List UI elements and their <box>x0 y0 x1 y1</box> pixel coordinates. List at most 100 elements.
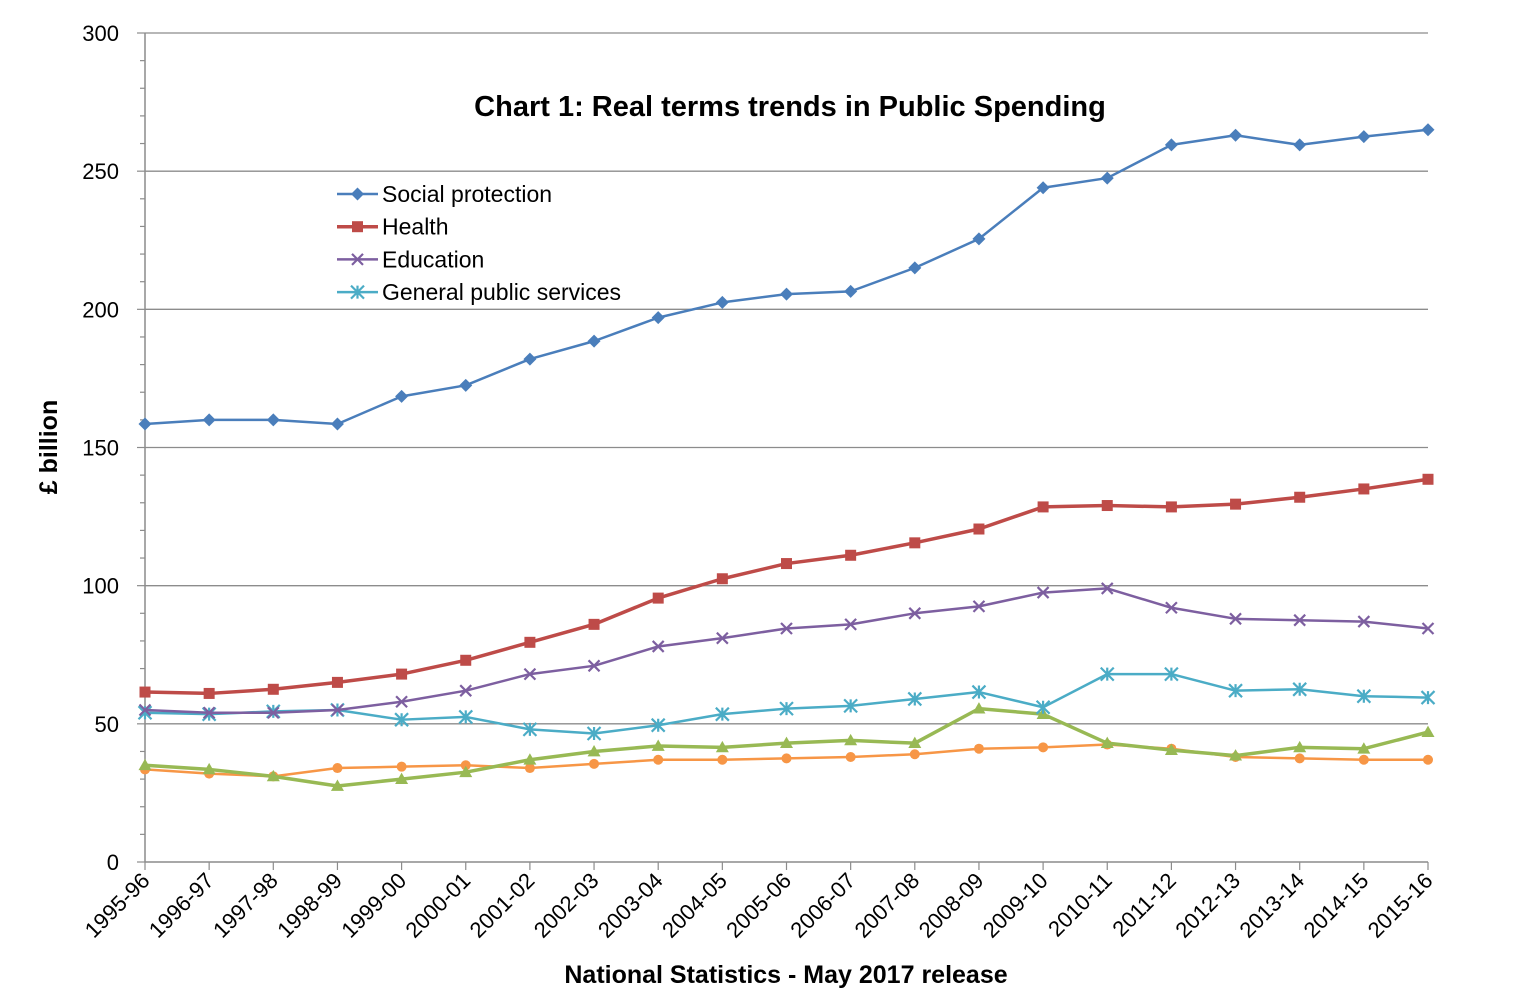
y-tick-label: 300 <box>82 21 119 46</box>
legend-item: General public services <box>337 279 621 305</box>
data-point <box>1229 128 1243 142</box>
data-point <box>908 261 922 275</box>
data-point <box>202 706 216 720</box>
data-point <box>972 702 986 714</box>
legend-item: Social protection <box>337 181 552 207</box>
data-point <box>1036 181 1050 195</box>
y-tick-label: 0 <box>107 850 119 875</box>
y-tick-label: 50 <box>95 712 119 737</box>
data-point <box>524 763 535 774</box>
data-point <box>716 573 728 585</box>
data-point <box>1294 753 1305 764</box>
data-point <box>1294 491 1306 503</box>
data-point <box>781 558 792 570</box>
data-point <box>781 753 792 764</box>
data-point <box>396 761 407 772</box>
x-tick-label: 1995-96 <box>80 868 155 943</box>
data-point <box>1164 138 1178 152</box>
data-point <box>1035 699 1051 715</box>
data-point <box>1356 688 1372 704</box>
data-point <box>1421 123 1435 137</box>
data-point <box>266 769 280 782</box>
series-social-protection <box>138 123 1435 431</box>
data-point <box>716 631 729 645</box>
data-point <box>1229 612 1242 626</box>
x-tick-label: 2013-14 <box>1234 868 1309 943</box>
x-tick-label: 2015-16 <box>1363 868 1438 943</box>
x-tick-label: 1998-99 <box>272 868 347 943</box>
data-point <box>909 537 921 549</box>
data-point <box>1101 500 1113 512</box>
data-point <box>394 712 409 727</box>
data-point <box>138 758 152 771</box>
data-point <box>971 684 987 700</box>
data-point <box>332 763 343 774</box>
data-point <box>330 779 344 791</box>
data-point <box>587 744 601 757</box>
data-point <box>589 758 600 769</box>
data-point <box>1293 613 1306 627</box>
data-point <box>202 762 216 775</box>
data-point <box>524 636 536 648</box>
data-point <box>330 417 344 431</box>
data-point <box>460 654 472 666</box>
data-point <box>780 622 793 635</box>
data-point <box>396 668 408 680</box>
legend-marker <box>350 284 365 300</box>
data-point <box>1357 742 1371 754</box>
x-tick-label: 2012-13 <box>1170 868 1245 943</box>
data-point <box>1037 501 1049 513</box>
x-tick-label: 2011-12 <box>1107 868 1181 942</box>
data-point <box>138 703 152 717</box>
data-point <box>586 726 602 741</box>
series-health <box>139 473 1434 699</box>
x-tick-label: 2010-11 <box>1043 868 1117 942</box>
data-point <box>267 683 279 695</box>
data-point <box>1036 586 1050 599</box>
series-layer <box>137 123 1436 791</box>
legend-marker <box>351 253 364 266</box>
data-point <box>1099 666 1115 682</box>
x-tick-label: 1996-97 <box>144 868 219 943</box>
data-point <box>845 751 856 762</box>
data-point <box>651 640 665 653</box>
x-tick-label: 2000-01 <box>401 868 476 943</box>
data-point <box>523 352 537 366</box>
x-tick-label: 2007-08 <box>850 868 925 943</box>
axes <box>137 32 1429 870</box>
x-axis-tick-labels: 1995-961996-971997-981998-991999-002000-… <box>80 868 1438 943</box>
data-point <box>652 592 664 604</box>
data-point <box>587 659 601 673</box>
data-point <box>522 722 538 737</box>
chart-title: Chart 1: Real terms trends in Public Spe… <box>474 91 1106 123</box>
data-point <box>138 417 152 431</box>
data-point <box>909 749 920 760</box>
data-point <box>908 736 922 749</box>
data-point <box>973 743 984 754</box>
data-point <box>715 706 730 722</box>
y-axis-label: £ billion <box>35 400 63 494</box>
data-point <box>1422 473 1434 485</box>
data-point <box>1230 498 1242 510</box>
data-point <box>1357 130 1371 144</box>
data-point <box>395 695 408 709</box>
data-point <box>1421 725 1435 737</box>
data-point <box>395 772 409 784</box>
data-point <box>780 736 793 749</box>
data-point <box>907 691 923 707</box>
x-tick-label: 2014-15 <box>1299 868 1374 943</box>
series-education <box>138 582 1435 720</box>
series-unlabelled-4 <box>138 702 1435 791</box>
data-point <box>1358 754 1369 765</box>
data-point <box>1358 483 1370 495</box>
data-point <box>1165 601 1178 615</box>
data-point <box>458 709 474 725</box>
data-point <box>459 684 473 697</box>
data-point <box>779 701 794 716</box>
series-line <box>144 128 1429 426</box>
data-point <box>973 523 985 535</box>
legend-item: Education <box>337 246 484 272</box>
y-tick-label: 100 <box>82 574 119 599</box>
data-point <box>715 295 729 309</box>
